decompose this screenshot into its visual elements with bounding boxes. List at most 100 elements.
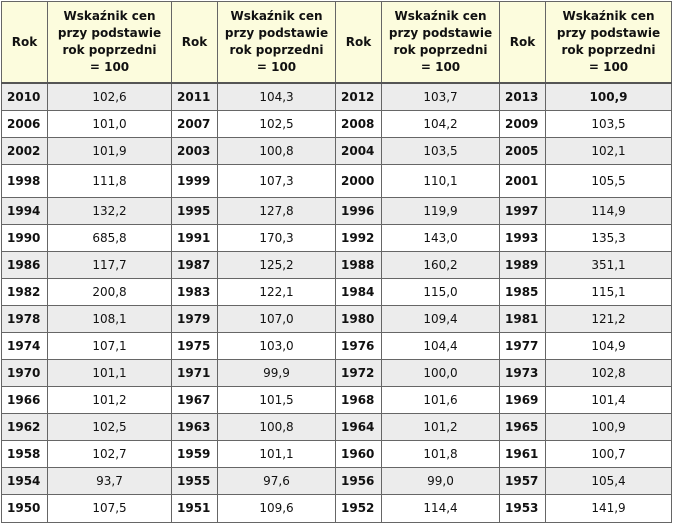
year-cell: 1973 <box>499 358 546 387</box>
header-index-line: = 100 <box>588 60 629 74</box>
index-value-cell: 102,1 <box>545 136 672 165</box>
year-cell: 1962 <box>1 412 48 441</box>
year-cell: 1988 <box>335 250 382 279</box>
index-value-cell: 101,1 <box>47 358 172 387</box>
index-value-cell: 685,8 <box>47 223 172 252</box>
year-cell: 1951 <box>171 493 218 523</box>
index-value-cell: 114,4 <box>381 493 500 523</box>
header-index-line: = 100 <box>256 60 297 74</box>
year-cell: 1972 <box>335 358 382 387</box>
table-row: 1970 101,1 1971 99,9 1972 100,0 1973 102,8 <box>1 358 672 387</box>
index-value-cell: 109,6 <box>217 493 336 523</box>
header-index-line: rok poprzedni <box>62 43 157 57</box>
index-value-cell: 102,7 <box>47 439 172 468</box>
year-cell: 1957 <box>499 466 546 495</box>
header-index-line: = 100 <box>420 60 461 74</box>
year-cell: 1956 <box>335 466 382 495</box>
index-value-cell: 127,8 <box>217 196 336 225</box>
index-value-cell: 101,6 <box>381 385 500 414</box>
year-cell: 1999 <box>171 163 218 198</box>
index-value-cell: 104,4 <box>381 331 500 360</box>
header-index-line: przy podstawie <box>556 26 661 40</box>
year-cell: 1995 <box>171 196 218 225</box>
index-value-cell: 102,8 <box>545 358 672 387</box>
index-value-cell: 105,5 <box>545 163 672 198</box>
header-year-4: Rok <box>499 1 546 84</box>
year-cell: 1958 <box>1 439 48 468</box>
year-cell: 1952 <box>335 493 382 523</box>
index-value-cell: 101,8 <box>381 439 500 468</box>
year-cell: 2005 <box>499 136 546 165</box>
table-row: 1966 101,2 1967 101,5 1968 101,6 1969 101,4 <box>1 385 672 414</box>
year-cell: 2009 <box>499 109 546 138</box>
index-value-cell: 135,3 <box>545 223 672 252</box>
index-value-cell: 125,2 <box>217 250 336 279</box>
index-value-cell: 111,8 <box>47 163 172 198</box>
index-value-cell: 108,1 <box>47 304 172 333</box>
year-cell: 2008 <box>335 109 382 138</box>
year-cell: 2013 <box>499 82 546 111</box>
index-value-cell: 103,5 <box>381 136 500 165</box>
year-cell: 2001 <box>499 163 546 198</box>
year-cell: 1967 <box>171 385 218 414</box>
index-value-cell: 200,8 <box>47 277 172 306</box>
header-index-line: Wskaźnik cen <box>63 9 156 23</box>
year-cell: 2010 <box>1 82 48 111</box>
year-cell: 2004 <box>335 136 382 165</box>
header-index-line: rok poprzedni <box>229 43 324 57</box>
index-value-cell: 101,2 <box>47 385 172 414</box>
index-value-cell: 351,1 <box>545 250 672 279</box>
year-cell: 1978 <box>1 304 48 333</box>
index-value-cell: 103,0 <box>217 331 336 360</box>
header-year-3: Rok <box>335 1 382 84</box>
header-index-line: Wskaźnik cen <box>562 9 655 23</box>
index-value-cell: 100,7 <box>545 439 672 468</box>
year-cell: 1983 <box>171 277 218 306</box>
header-price-index-4: Wskaźnik cen przy podstawie rok poprzedni =… <box>545 1 672 84</box>
year-cell: 1955 <box>171 466 218 495</box>
index-value-cell: 101,1 <box>217 439 336 468</box>
table-row: 1978 108,1 1979 107,0 1980 109,4 1981 121,2 <box>1 304 672 333</box>
table-row: 1990 685,8 1991 170,3 1992 143,0 1993 135,3 <box>1 223 672 252</box>
header-index-line: przy podstawie <box>224 26 329 40</box>
year-cell: 2000 <box>335 163 382 198</box>
header-year-1: Rok <box>1 1 48 84</box>
year-cell: 1963 <box>171 412 218 441</box>
year-cell: 1997 <box>499 196 546 225</box>
year-cell: 1964 <box>335 412 382 441</box>
header-index-line: rok poprzedni <box>561 43 656 57</box>
index-value-cell: 107,5 <box>47 493 172 523</box>
index-value-cell: 160,2 <box>381 250 500 279</box>
header-index-line: rok poprzedni <box>393 43 488 57</box>
index-value-cell: 141,9 <box>545 493 672 523</box>
year-cell: 1984 <box>335 277 382 306</box>
index-value-cell: 104,3 <box>217 82 336 111</box>
index-value-cell: 121,2 <box>545 304 672 333</box>
index-value-cell: 100,8 <box>217 136 336 165</box>
index-value-cell: 102,5 <box>217 109 336 138</box>
index-value-cell: 107,3 <box>217 163 336 198</box>
year-cell: 1994 <box>1 196 48 225</box>
year-cell: 1969 <box>499 385 546 414</box>
index-value-cell: 101,0 <box>47 109 172 138</box>
index-value-cell: 132,2 <box>47 196 172 225</box>
header-index-line: = 100 <box>89 60 130 74</box>
index-value-cell: 115,1 <box>545 277 672 306</box>
year-cell: 2007 <box>171 109 218 138</box>
year-cell: 1998 <box>1 163 48 198</box>
index-value-cell: 114,9 <box>545 196 672 225</box>
header-price-index-3: Wskaźnik cen przy podstawie rok poprzedni =… <box>381 1 500 84</box>
index-value-cell: 99,0 <box>381 466 500 495</box>
year-cell: 1986 <box>1 250 48 279</box>
index-value-cell: 100,9 <box>545 412 672 441</box>
index-value-cell: 117,7 <box>47 250 172 279</box>
year-cell: 1993 <box>499 223 546 252</box>
index-value-cell: 101,9 <box>47 136 172 165</box>
table-row: 1998 111,8 1999 107,3 2000 110,1 2001 105,5 <box>1 163 672 198</box>
year-cell: 1975 <box>171 331 218 360</box>
index-value-cell: 105,4 <box>545 466 672 495</box>
table-row: 1982 200,8 1983 122,1 1984 115,0 1985 115,1 <box>1 277 672 306</box>
index-value-cell: 101,4 <box>545 385 672 414</box>
